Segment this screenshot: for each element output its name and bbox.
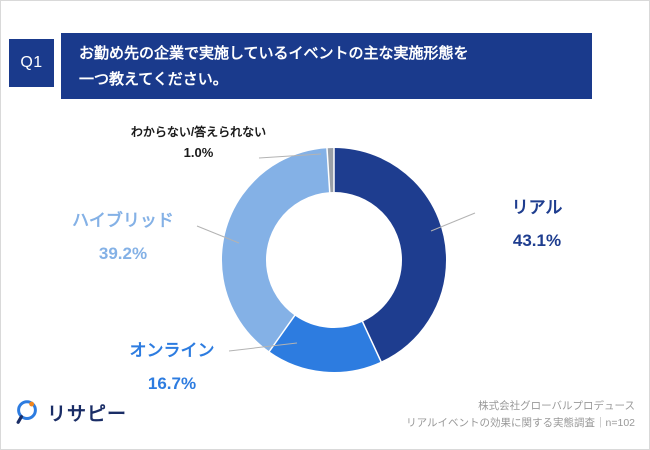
question-title-line2: 一つ教えてください。 [79,71,228,89]
survey-credit: 株式会社グローバルプロデュース リアルイベントの効果に関する実態調査｜n=102 [406,398,635,432]
credit-company: 株式会社グローバルプロデュース [478,400,635,412]
callout-online-value: 16.7% [147,374,197,393]
callout-online-label: オンライン [129,341,215,360]
question-number-badge: Q1 [9,39,54,87]
segment-separator [326,147,331,194]
donut-chart [222,147,446,372]
segment-separator [361,320,383,363]
callout-dontknow-value: 1.0% [183,145,214,160]
question-number: Q1 [20,54,43,71]
credit-survey: リアルイベントの効果に関する実態調査｜n=102 [406,416,635,429]
callout-dontknow: わからない/答えられない 1.0% [101,123,296,160]
question-banner: お勤め先の企業で実施しているイベントの主な実施形態を 一つ教えてください。 [61,33,592,99]
callout-real: リアル 43.1% [478,193,596,251]
question-title-line1: お勤め先の企業で実施しているイベントの主な実施形態を [79,45,469,62]
callout-hybrid-label: ハイブリッド [72,211,174,230]
callout-online: オンライン 16.7% [103,336,241,394]
brand-logo: リサピー [13,398,127,426]
callout-hybrid-value: 39.2% [98,244,148,263]
brand-logo-text: リサピー [47,403,128,425]
callout-hybrid: ハイブリッド 39.2% [49,206,197,264]
callout-dontknow-label: わからない/答えられない [130,125,267,139]
callout-real-value: 43.1% [512,231,562,250]
magnifier-logo-icon [16,400,37,424]
callout-real-label: リアル [511,198,563,217]
